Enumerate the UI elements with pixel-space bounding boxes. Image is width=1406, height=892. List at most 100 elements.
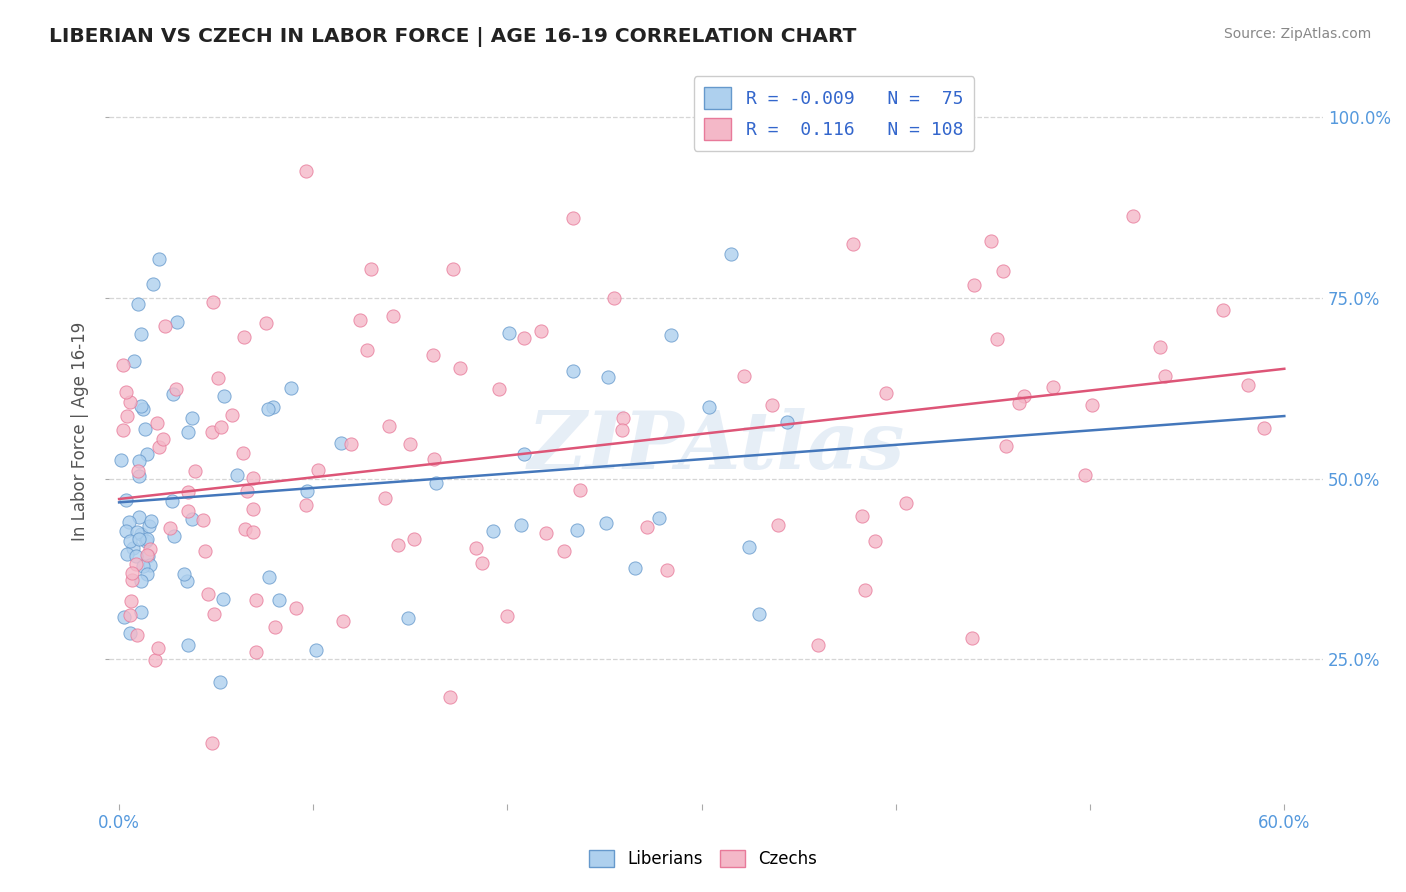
Point [163, 528, 186, 542]
Point [131, 559, 153, 574]
Point [399, 436, 422, 450]
Text: ZIPAtlas: ZIPAtlas [527, 408, 905, 485]
Point [1073, 468, 1095, 483]
Point [176, 574, 198, 588]
Point [332, 614, 354, 628]
Point [285, 600, 308, 615]
Point [356, 343, 378, 357]
Point [1122, 209, 1144, 223]
Point [402, 532, 425, 546]
Point [748, 607, 770, 622]
Point [986, 332, 1008, 346]
Point [1042, 380, 1064, 394]
Point [115, 409, 138, 424]
Point [152, 432, 174, 446]
Point [396, 611, 419, 625]
Point [245, 645, 267, 659]
Point [148, 252, 170, 267]
Point [488, 382, 510, 396]
Point [512, 331, 534, 345]
Point [131, 574, 153, 589]
Point [209, 419, 232, 434]
Point [226, 468, 249, 483]
Point [153, 319, 176, 334]
Point [122, 541, 145, 555]
Point [128, 509, 150, 524]
Point [612, 411, 634, 425]
Point [624, 561, 647, 575]
Point [111, 359, 134, 373]
Point [132, 401, 155, 416]
Point [177, 425, 200, 439]
Point [112, 609, 135, 624]
Point [211, 592, 233, 607]
Point [498, 326, 520, 340]
Point [129, 327, 152, 342]
Legend: Liberians, Czechs: Liberians, Czechs [582, 843, 824, 875]
Point [135, 534, 157, 549]
Point [465, 541, 488, 555]
Point [387, 538, 409, 552]
Point [980, 234, 1002, 248]
Point [191, 513, 214, 527]
Point [245, 593, 267, 607]
Point [307, 463, 329, 477]
Point [201, 425, 224, 439]
Point [960, 631, 983, 645]
Legend: R = -0.009   N =  75, R =  0.116   N = 108: R = -0.009 N = 75, R = 0.116 N = 108 [693, 76, 974, 151]
Point [242, 525, 264, 540]
Point [648, 511, 671, 525]
Point [110, 452, 132, 467]
Point [146, 416, 169, 430]
Point [374, 491, 396, 505]
Point [482, 524, 505, 539]
Point [422, 348, 444, 362]
Point [221, 408, 243, 422]
Point [512, 447, 534, 461]
Text: Source: ZipAtlas.com: Source: ZipAtlas.com [1223, 27, 1371, 41]
Point [202, 295, 225, 310]
Point [197, 587, 219, 601]
Point [340, 437, 363, 451]
Point [449, 361, 471, 376]
Point [776, 415, 799, 429]
Point [598, 370, 620, 384]
Point [127, 464, 149, 478]
Point [136, 566, 159, 581]
Point [263, 620, 285, 634]
Point [138, 558, 160, 572]
Point [1253, 421, 1275, 435]
Point [148, 440, 170, 454]
Point [125, 549, 148, 563]
Point [115, 548, 138, 562]
Point [863, 533, 886, 548]
Point [697, 400, 720, 414]
Point [166, 315, 188, 329]
Point [118, 533, 141, 548]
Point [165, 382, 187, 396]
Point [553, 543, 575, 558]
Point [242, 502, 264, 516]
Point [610, 423, 633, 437]
Point [536, 526, 558, 541]
Point [129, 399, 152, 413]
Point [657, 563, 679, 577]
Point [896, 496, 918, 510]
Point [124, 558, 146, 572]
Point [136, 532, 159, 546]
Point [567, 523, 589, 537]
Point [569, 483, 592, 498]
Point [360, 262, 382, 277]
Point [439, 690, 461, 705]
Point [176, 638, 198, 652]
Point [562, 364, 585, 378]
Point [214, 389, 236, 403]
Point [994, 438, 1017, 452]
Point [160, 494, 183, 508]
Point [136, 447, 159, 461]
Point [194, 543, 217, 558]
Point [233, 522, 256, 536]
Point [184, 464, 207, 478]
Point [120, 395, 142, 409]
Point [111, 423, 134, 437]
